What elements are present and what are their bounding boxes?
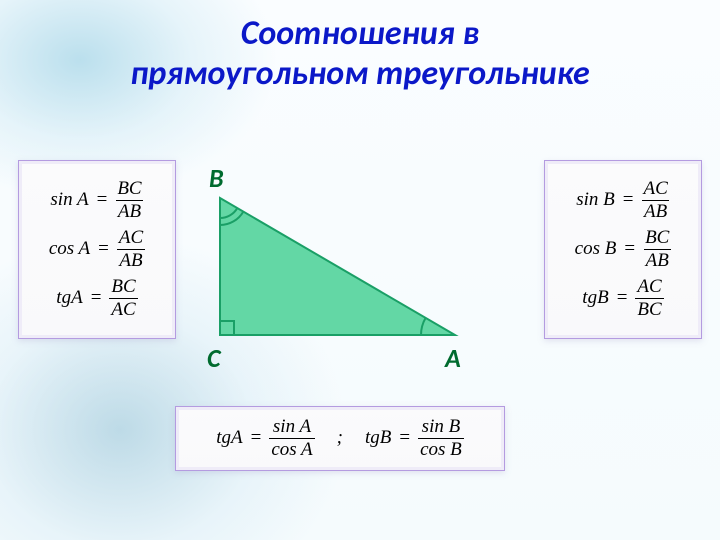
formula-box-tangent-identity: tgA = sin A cos A ; tgB = sin B cos B [175, 406, 505, 471]
fraction: AC AB [117, 228, 145, 271]
fraction: AC AB [641, 179, 669, 222]
vertex-label-a: A [445, 342, 461, 374]
separator: ; [335, 427, 345, 449]
slide-title: Соотношения в прямоугольном треугольнике [0, 0, 720, 94]
formula-sin-a: sin A = BC AB [33, 179, 161, 222]
title-line-2: прямоугольном треугольнике [130, 53, 589, 94]
formula-sin-b: sin B = AC AB [559, 179, 687, 222]
title-line-1: Соотношения в [241, 13, 480, 54]
fraction: BC AC [109, 277, 137, 320]
fraction: BC AB [115, 179, 143, 222]
formula-tg-a: tgA = BC AC [33, 277, 161, 320]
formula-cos-a: cos A = AC AB [33, 228, 161, 271]
fraction: AC BC [635, 277, 663, 320]
fraction: sin A cos A [269, 417, 314, 460]
formula-box-angle-a: sin A = BC AB cos A = AC AB tgA = BC AC [18, 160, 176, 339]
fraction: sin B cos B [418, 417, 464, 460]
formula-cos-b: cos B = BC AB [559, 228, 687, 271]
right-triangle-diagram: B C A [205, 170, 465, 370]
formula-tgb-identity: tgB = sin B cos B [365, 417, 464, 460]
formula-tga-identity: tgA = sin A cos A [216, 417, 314, 460]
vertex-label-c: C [207, 342, 220, 374]
formula-tg-b: tgB = AC BC [559, 277, 687, 320]
triangle-svg [205, 170, 465, 370]
fraction: BC AB [643, 228, 671, 271]
vertex-label-b: B [209, 162, 224, 194]
formula-box-angle-b: sin B = AC AB cos B = BC AB tgB = AC BC [544, 160, 702, 339]
